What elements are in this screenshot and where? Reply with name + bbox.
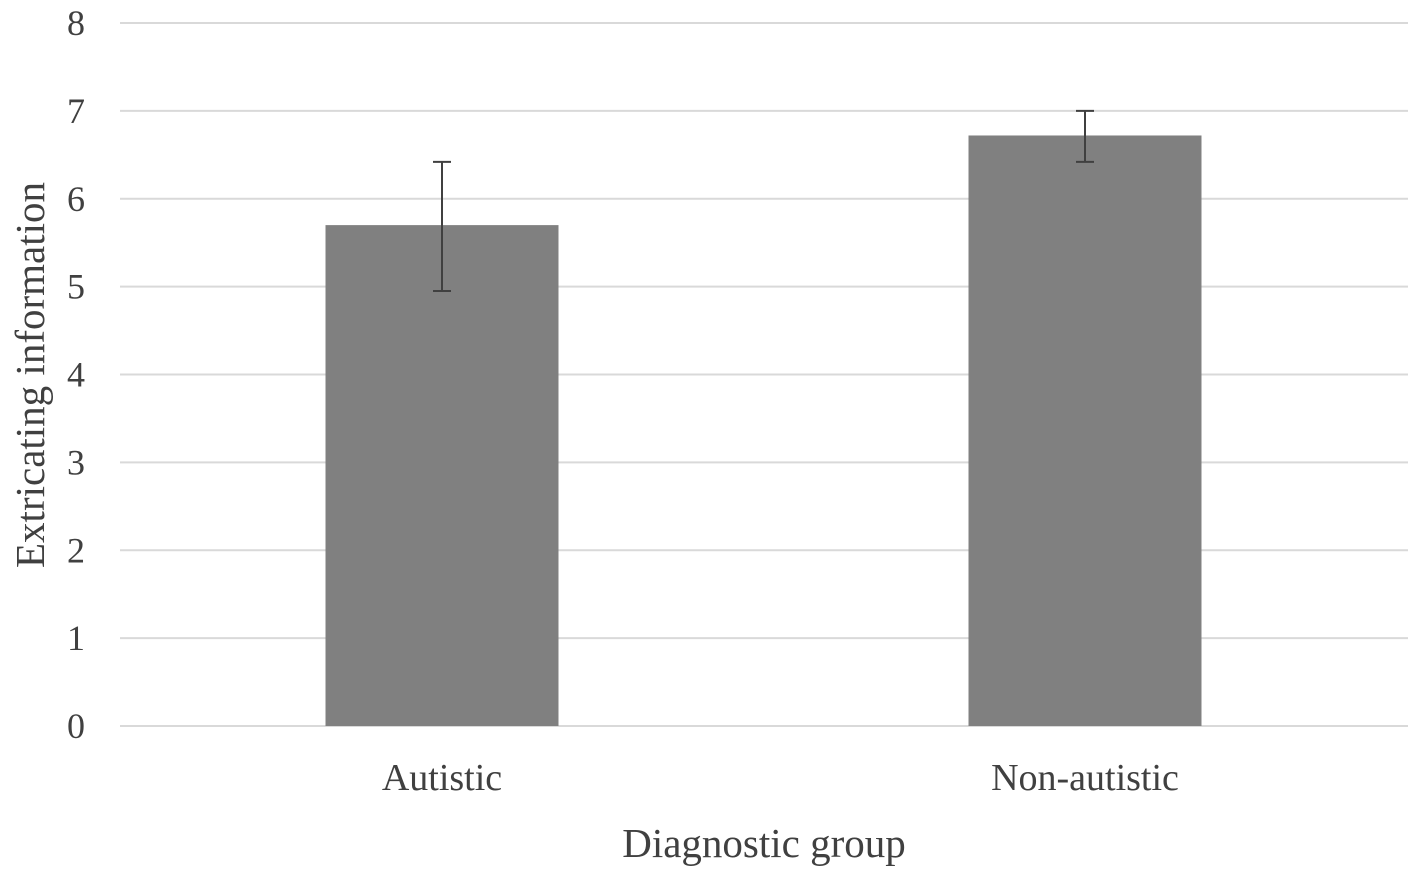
y-tick-label: 3 bbox=[67, 442, 85, 482]
y-tick-label: 2 bbox=[67, 530, 85, 570]
x-axis-title: Diagnostic group bbox=[622, 820, 906, 866]
x-category-label: Non-autistic bbox=[991, 757, 1179, 799]
x-category-label: Autistic bbox=[382, 757, 502, 799]
y-tick-label: 0 bbox=[67, 706, 85, 746]
gridlines bbox=[120, 22, 1408, 727]
x-axis-categories: Autistic Non-autistic bbox=[382, 757, 1179, 799]
y-tick-label: 5 bbox=[67, 267, 85, 307]
y-tick-label: 7 bbox=[67, 91, 85, 131]
y-tick-label: 6 bbox=[67, 179, 85, 219]
bar-non-autistic bbox=[968, 135, 1202, 727]
y-tick-label: 1 bbox=[67, 618, 85, 658]
error-bar-autistic bbox=[433, 160, 451, 293]
error-bars bbox=[433, 109, 1094, 293]
y-axis-title: Extricating information bbox=[7, 182, 53, 568]
y-tick-label: 8 bbox=[67, 3, 85, 43]
bars bbox=[325, 135, 1202, 727]
bar-autistic bbox=[325, 225, 559, 727]
y-tick-label: 4 bbox=[67, 355, 85, 395]
y-axis-ticks: 0 1 2 3 4 5 6 7 8 bbox=[67, 3, 85, 746]
error-bar-non-autistic bbox=[1076, 109, 1094, 163]
